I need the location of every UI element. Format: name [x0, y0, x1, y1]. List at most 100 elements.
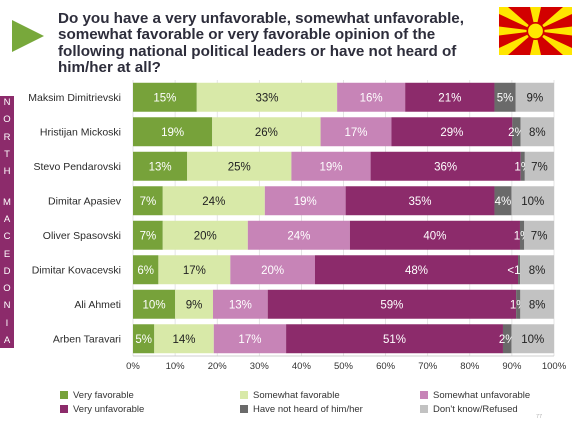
data-label: 33% [255, 92, 278, 104]
data-label: 5% [497, 92, 514, 104]
bar-segment [133, 82, 197, 112]
category-label: Ali Ahmeti [74, 299, 121, 311]
data-label: 19% [161, 127, 184, 139]
country-label-letter: D [3, 265, 11, 277]
data-label: 48% [405, 265, 428, 277]
country-label-letter: O [3, 283, 11, 295]
x-tick-label: 90% [502, 361, 522, 372]
category-label: Stevo Pendarovski [33, 161, 121, 173]
bar-segment [494, 82, 516, 112]
category-label: Dimitar Apasiev [48, 196, 122, 208]
legend-swatch [420, 391, 428, 399]
bar-segment [187, 151, 292, 181]
legend-item: Somewhat favorable [240, 388, 340, 402]
data-label: 20% [194, 230, 217, 242]
bar-segment [213, 324, 287, 354]
bar-segment [212, 289, 268, 319]
bar-segment [520, 289, 554, 319]
data-label: 8% [529, 265, 546, 277]
bar-segment [196, 82, 338, 112]
legend-item: Don't know/Refused [420, 402, 518, 416]
data-label: 17% [183, 265, 206, 277]
data-label: 8% [529, 299, 546, 311]
data-label: 17% [238, 334, 261, 346]
x-tick-label: 70% [418, 361, 438, 372]
country-label-letter: M [3, 196, 11, 208]
x-tick-label: 100% [542, 361, 567, 372]
bar-segment [291, 151, 371, 181]
data-label: 36% [434, 161, 457, 173]
data-label: 16% [360, 92, 383, 104]
bar-segment [515, 82, 554, 112]
data-label: 14% [173, 334, 196, 346]
bar-segment [162, 220, 248, 250]
bar-segment [264, 186, 346, 216]
data-label: 19% [319, 161, 342, 173]
country-label-letter: H [3, 166, 11, 178]
data-label: 21% [438, 92, 461, 104]
country-label-letter: N [3, 300, 11, 312]
legend-label: Somewhat unfavorable [433, 389, 531, 401]
x-tick-label: 50% [334, 361, 354, 372]
bar-segment [133, 289, 176, 319]
legend-swatch [240, 405, 248, 413]
legend-item: Very unfavorable [60, 402, 144, 416]
bar-segment [520, 117, 554, 147]
data-label: 13% [229, 299, 252, 311]
data-label: 10% [143, 299, 166, 311]
data-label: 59% [380, 299, 403, 311]
country-label-letter: C [3, 231, 11, 243]
data-label: 19% [294, 196, 317, 208]
category-label: Arben Taravari [53, 334, 121, 346]
bar-segment [133, 220, 163, 250]
legend-label: Very unfavorable [73, 403, 145, 415]
bar-segment [212, 117, 321, 147]
legend-swatch [420, 405, 428, 413]
data-label: 9% [186, 299, 203, 311]
data-label: 10% [521, 334, 544, 346]
bar-segment [520, 255, 554, 285]
data-label: 13% [149, 161, 172, 173]
legend-label: Very favorable [73, 389, 134, 401]
country-label-letter: N [3, 97, 11, 108]
country-label-letter: A [3, 213, 11, 225]
bar-segment [405, 82, 495, 112]
country-label-letter: T [4, 148, 10, 160]
data-label: 7% [531, 230, 548, 242]
x-tick-label: 10% [166, 361, 186, 372]
data-label: 26% [255, 127, 278, 139]
bar-segment [175, 289, 213, 319]
bar-segment [345, 186, 495, 216]
north-macedonia-flag-icon [499, 7, 572, 55]
category-label: Oliver Spasovski [43, 230, 121, 242]
bar-segment [230, 255, 315, 285]
x-tick-label: 30% [250, 361, 270, 372]
bar-segment [133, 186, 163, 216]
data-label: 25% [228, 161, 251, 173]
country-label-letter: E [3, 248, 11, 260]
bar-segment [516, 289, 521, 319]
data-label: 24% [287, 230, 310, 242]
data-label: 40% [423, 230, 446, 242]
bar-segment [337, 82, 406, 112]
data-label: 17% [344, 127, 367, 139]
data-label: 35% [409, 196, 432, 208]
data-label: 5% [135, 334, 152, 346]
legend-label: Somewhat favorable [253, 389, 340, 401]
data-label: 4% [495, 196, 512, 208]
data-label: 51% [383, 334, 406, 346]
x-tick-label: 40% [292, 361, 312, 372]
category-label: Maksim Dimitrievski [28, 92, 121, 104]
data-label: 7% [140, 230, 157, 242]
legend-swatch [60, 405, 68, 413]
legend-swatch [60, 391, 68, 399]
data-label: 8% [529, 127, 546, 139]
x-tick-label: 20% [208, 361, 228, 372]
bar-segment [247, 220, 350, 250]
bar-segment [267, 289, 517, 319]
bar-segment [519, 220, 525, 250]
bar-segment [524, 220, 554, 250]
